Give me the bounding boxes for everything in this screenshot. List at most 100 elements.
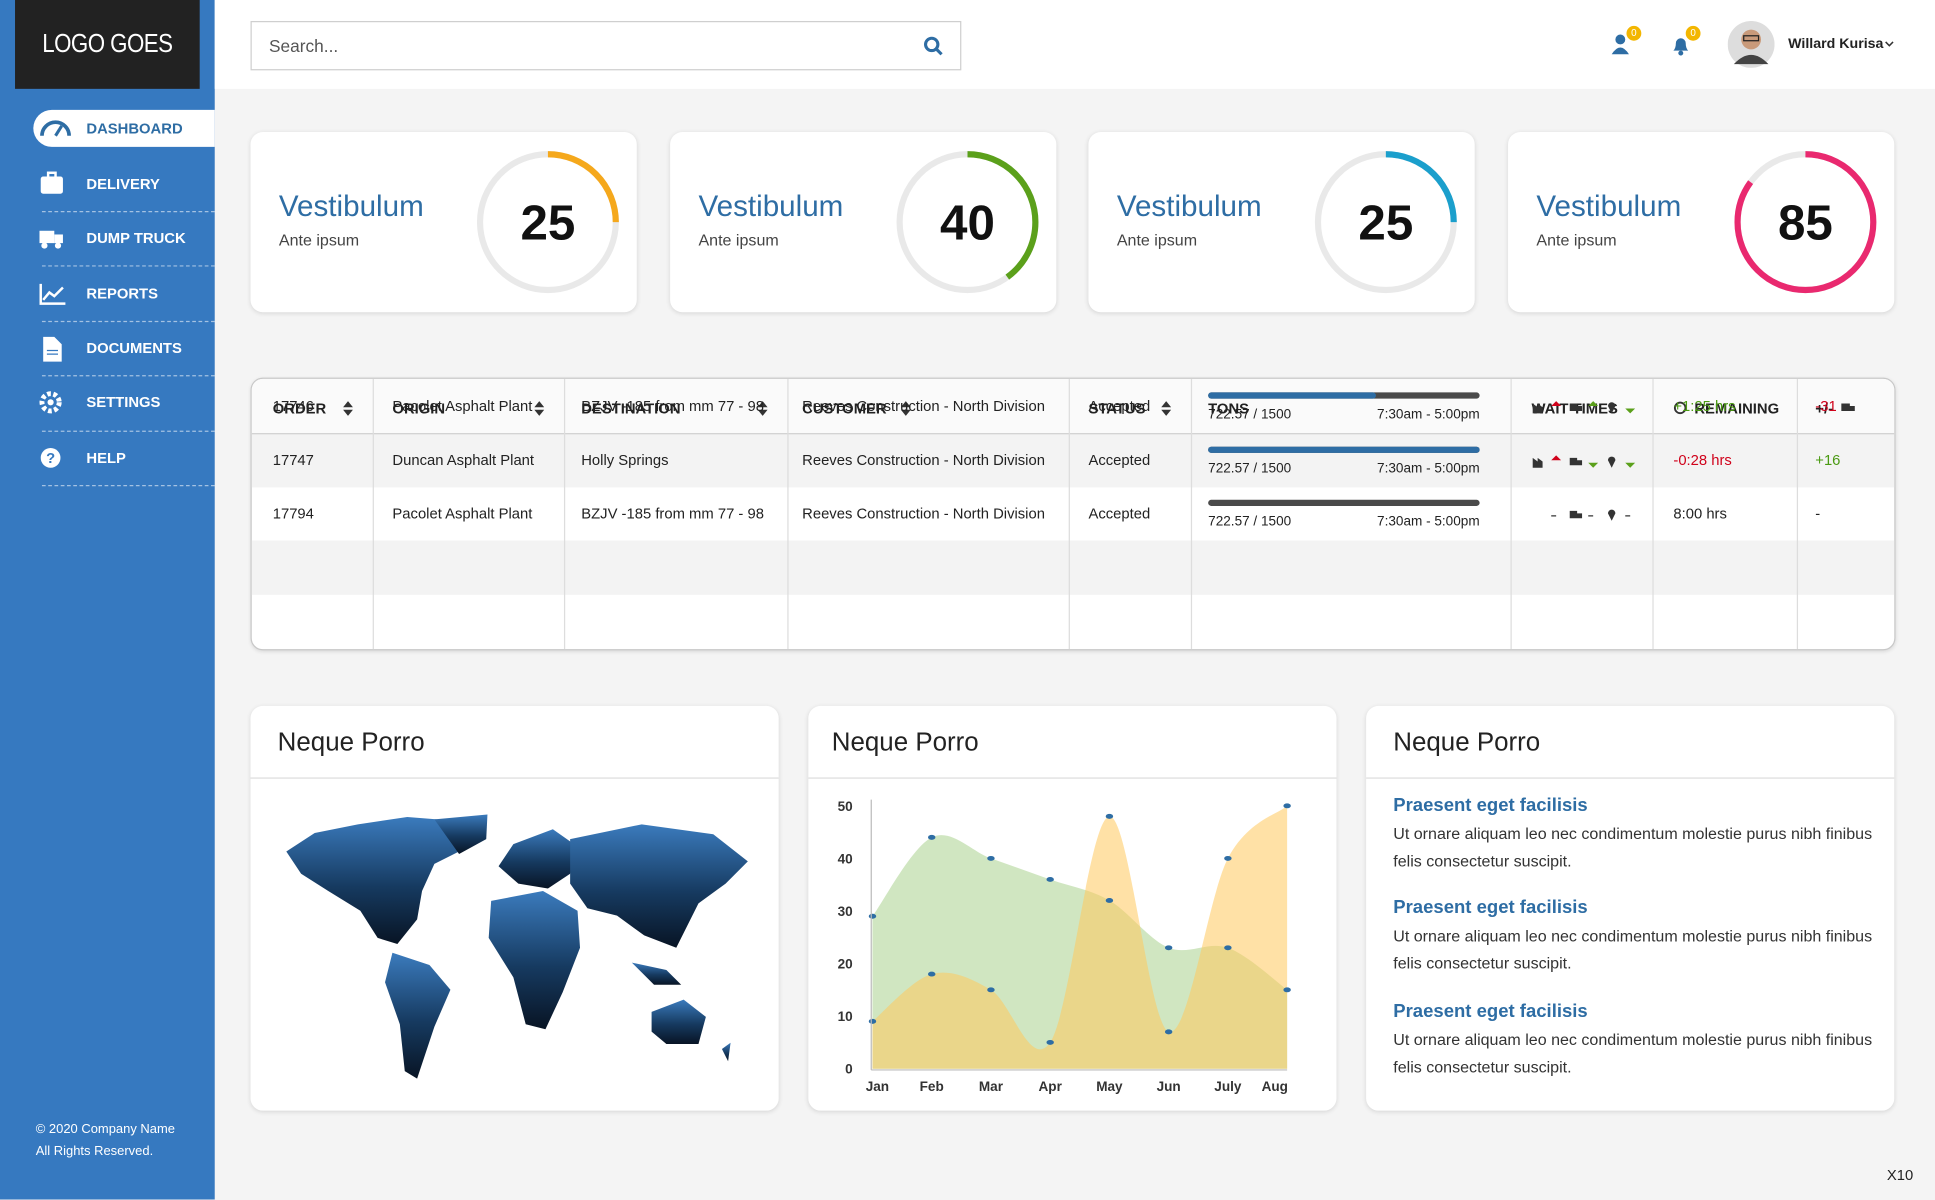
- change: -: [1815, 504, 1821, 523]
- down-arrow: [1625, 462, 1636, 468]
- kpi-title: Vestibulum: [1116, 190, 1262, 224]
- kpi-title: Vestibulum: [1536, 190, 1682, 224]
- nav-label: DUMP TRUCK: [86, 229, 186, 247]
- nav-item[interactable]: DOCUMENTS: [33, 329, 214, 366]
- article-body: Ut ornare aliquam leo nec condimentum mo…: [1393, 926, 1873, 973]
- version: X10: [1886, 1166, 1914, 1184]
- panel-title: Neque Porro: [1393, 728, 1541, 757]
- icon: [39, 230, 63, 249]
- gauge-arc: [476, 151, 619, 294]
- gauge-arc: [896, 151, 1039, 294]
- hours: 7:30am - 5:00pm: [1377, 514, 1480, 530]
- nav-item[interactable]: DELIVERY: [33, 165, 214, 202]
- header-row: [251, 378, 1895, 435]
- panel-title: Neque Porro: [831, 728, 979, 757]
- column-divider: [787, 378, 789, 650]
- separator: [41, 320, 215, 323]
- nav-item[interactable]: SETTINGS: [33, 384, 214, 421]
- icon: [40, 171, 63, 194]
- truck: [1569, 403, 1583, 411]
- pin: [1607, 509, 1616, 521]
- logo[interactable]: LOGO GOES HERE: [15, 0, 200, 147]
- point: [1164, 1029, 1173, 1035]
- separator: [41, 484, 215, 487]
- tons: 722.57 / 1500: [1208, 514, 1292, 530]
- up-arrow: [1551, 455, 1562, 461]
- separator: [41, 375, 215, 377]
- article-heading[interactable]: Praesent eget facilisis: [1393, 1000, 1588, 1022]
- nav-item[interactable]: DUMP TRUCK: [33, 220, 214, 257]
- sort-arrows: [534, 401, 545, 416]
- column-header: +/-: [1815, 399, 1834, 418]
- article-heading[interactable]: Praesent eget facilisis: [1393, 897, 1588, 919]
- chevron[interactable]: [1884, 41, 1894, 48]
- nav-item[interactable]: ? HELP: [33, 439, 214, 476]
- gauge: 85: [1734, 151, 1877, 294]
- x-tick-label: Jun: [1157, 1079, 1181, 1094]
- column-header: TONS: [1208, 399, 1250, 418]
- clock-icon: [1673, 401, 1687, 415]
- row-stripe: [251, 540, 1895, 595]
- x-tick-label: Apr: [1039, 1079, 1063, 1094]
- column-header: ORIGIN: [392, 399, 446, 418]
- factory: [1532, 457, 1543, 468]
- kpi-card: Vestibulum Ante ipsum 85: [1508, 132, 1895, 313]
- search-box[interactable]: Search...: [250, 20, 962, 71]
- column-header: ORDER: [272, 399, 327, 418]
- nav-label: SETTINGS: [86, 393, 161, 411]
- sort-arrows: [757, 401, 768, 416]
- y-tick-label: 10: [838, 1009, 853, 1024]
- column-header: REMAINING: [1694, 399, 1780, 418]
- article-heading[interactable]: Praesent eget facilisis: [1393, 794, 1588, 816]
- tons-bar: [1208, 499, 1480, 506]
- user-icon[interactable]: [1609, 33, 1631, 55]
- y-tick-label: 30: [838, 904, 853, 919]
- icon: [40, 120, 71, 137]
- kpi-card: Vestibulum Ante ipsum 25: [250, 132, 637, 313]
- column-divider: [1190, 378, 1193, 650]
- x-tick-label: May: [1096, 1079, 1123, 1094]
- point: [1046, 876, 1054, 882]
- change: -31: [1815, 397, 1837, 415]
- nav-label: DASHBOARD: [86, 119, 183, 137]
- point: [1224, 945, 1232, 951]
- user-name[interactable]: Willard Kurisa: [1788, 37, 1884, 52]
- nav-item[interactable]: REPORTS: [33, 275, 214, 312]
- truck-icon: [1841, 403, 1855, 411]
- hours: 7:30am - 5:00pm: [1377, 461, 1480, 477]
- down-arrow: [1625, 408, 1636, 414]
- up-arrow: [1551, 401, 1562, 407]
- text-panel: Neque Porro Praesent eget facilisis Ut o…: [1366, 705, 1895, 1111]
- sort-icon: [343, 401, 353, 416]
- sidebar: LOGO GOES HERE DASHBOARD DELIVERY DUMP T…: [0, 0, 215, 1200]
- truck: [1569, 457, 1583, 466]
- search-icon[interactable]: [923, 36, 945, 58]
- copyright: © 2020 Company Name: [35, 1121, 175, 1137]
- wait-icons: [1551, 509, 1631, 521]
- change: +16: [1815, 451, 1841, 469]
- x-tick-label: July: [1214, 1079, 1242, 1094]
- cell-status: Accepted: [1088, 451, 1151, 469]
- kpi-card: Vestibulum Ante ipsum 40: [670, 132, 1057, 313]
- gauge: 25: [1314, 151, 1457, 294]
- gauge-value: 25: [1358, 195, 1413, 250]
- tons-progress: [1208, 392, 1377, 399]
- wait-icons: [1532, 455, 1636, 468]
- bell-icon[interactable]: [1670, 33, 1692, 56]
- search-placeholder: Search...: [269, 35, 339, 56]
- truck: [1841, 403, 1855, 411]
- cell-destination: Holly Springs: [581, 451, 669, 469]
- column-divider: [1796, 378, 1799, 650]
- nav-label: DELIVERY: [86, 175, 160, 193]
- kpi-title: Vestibulum: [278, 190, 424, 224]
- x-tick-label: Mar: [979, 1079, 1004, 1094]
- cell-destination: BZJV -185 from mm 77 - 98: [581, 397, 764, 415]
- down-arrow: [1588, 462, 1599, 468]
- icon: [39, 283, 66, 305]
- column-header: STATUS: [1088, 399, 1146, 418]
- avatar[interactable]: [1727, 20, 1775, 68]
- nav-label: HELP: [86, 449, 126, 467]
- column-divider: [563, 378, 566, 650]
- nav-item[interactable]: DASHBOARD: [33, 109, 215, 147]
